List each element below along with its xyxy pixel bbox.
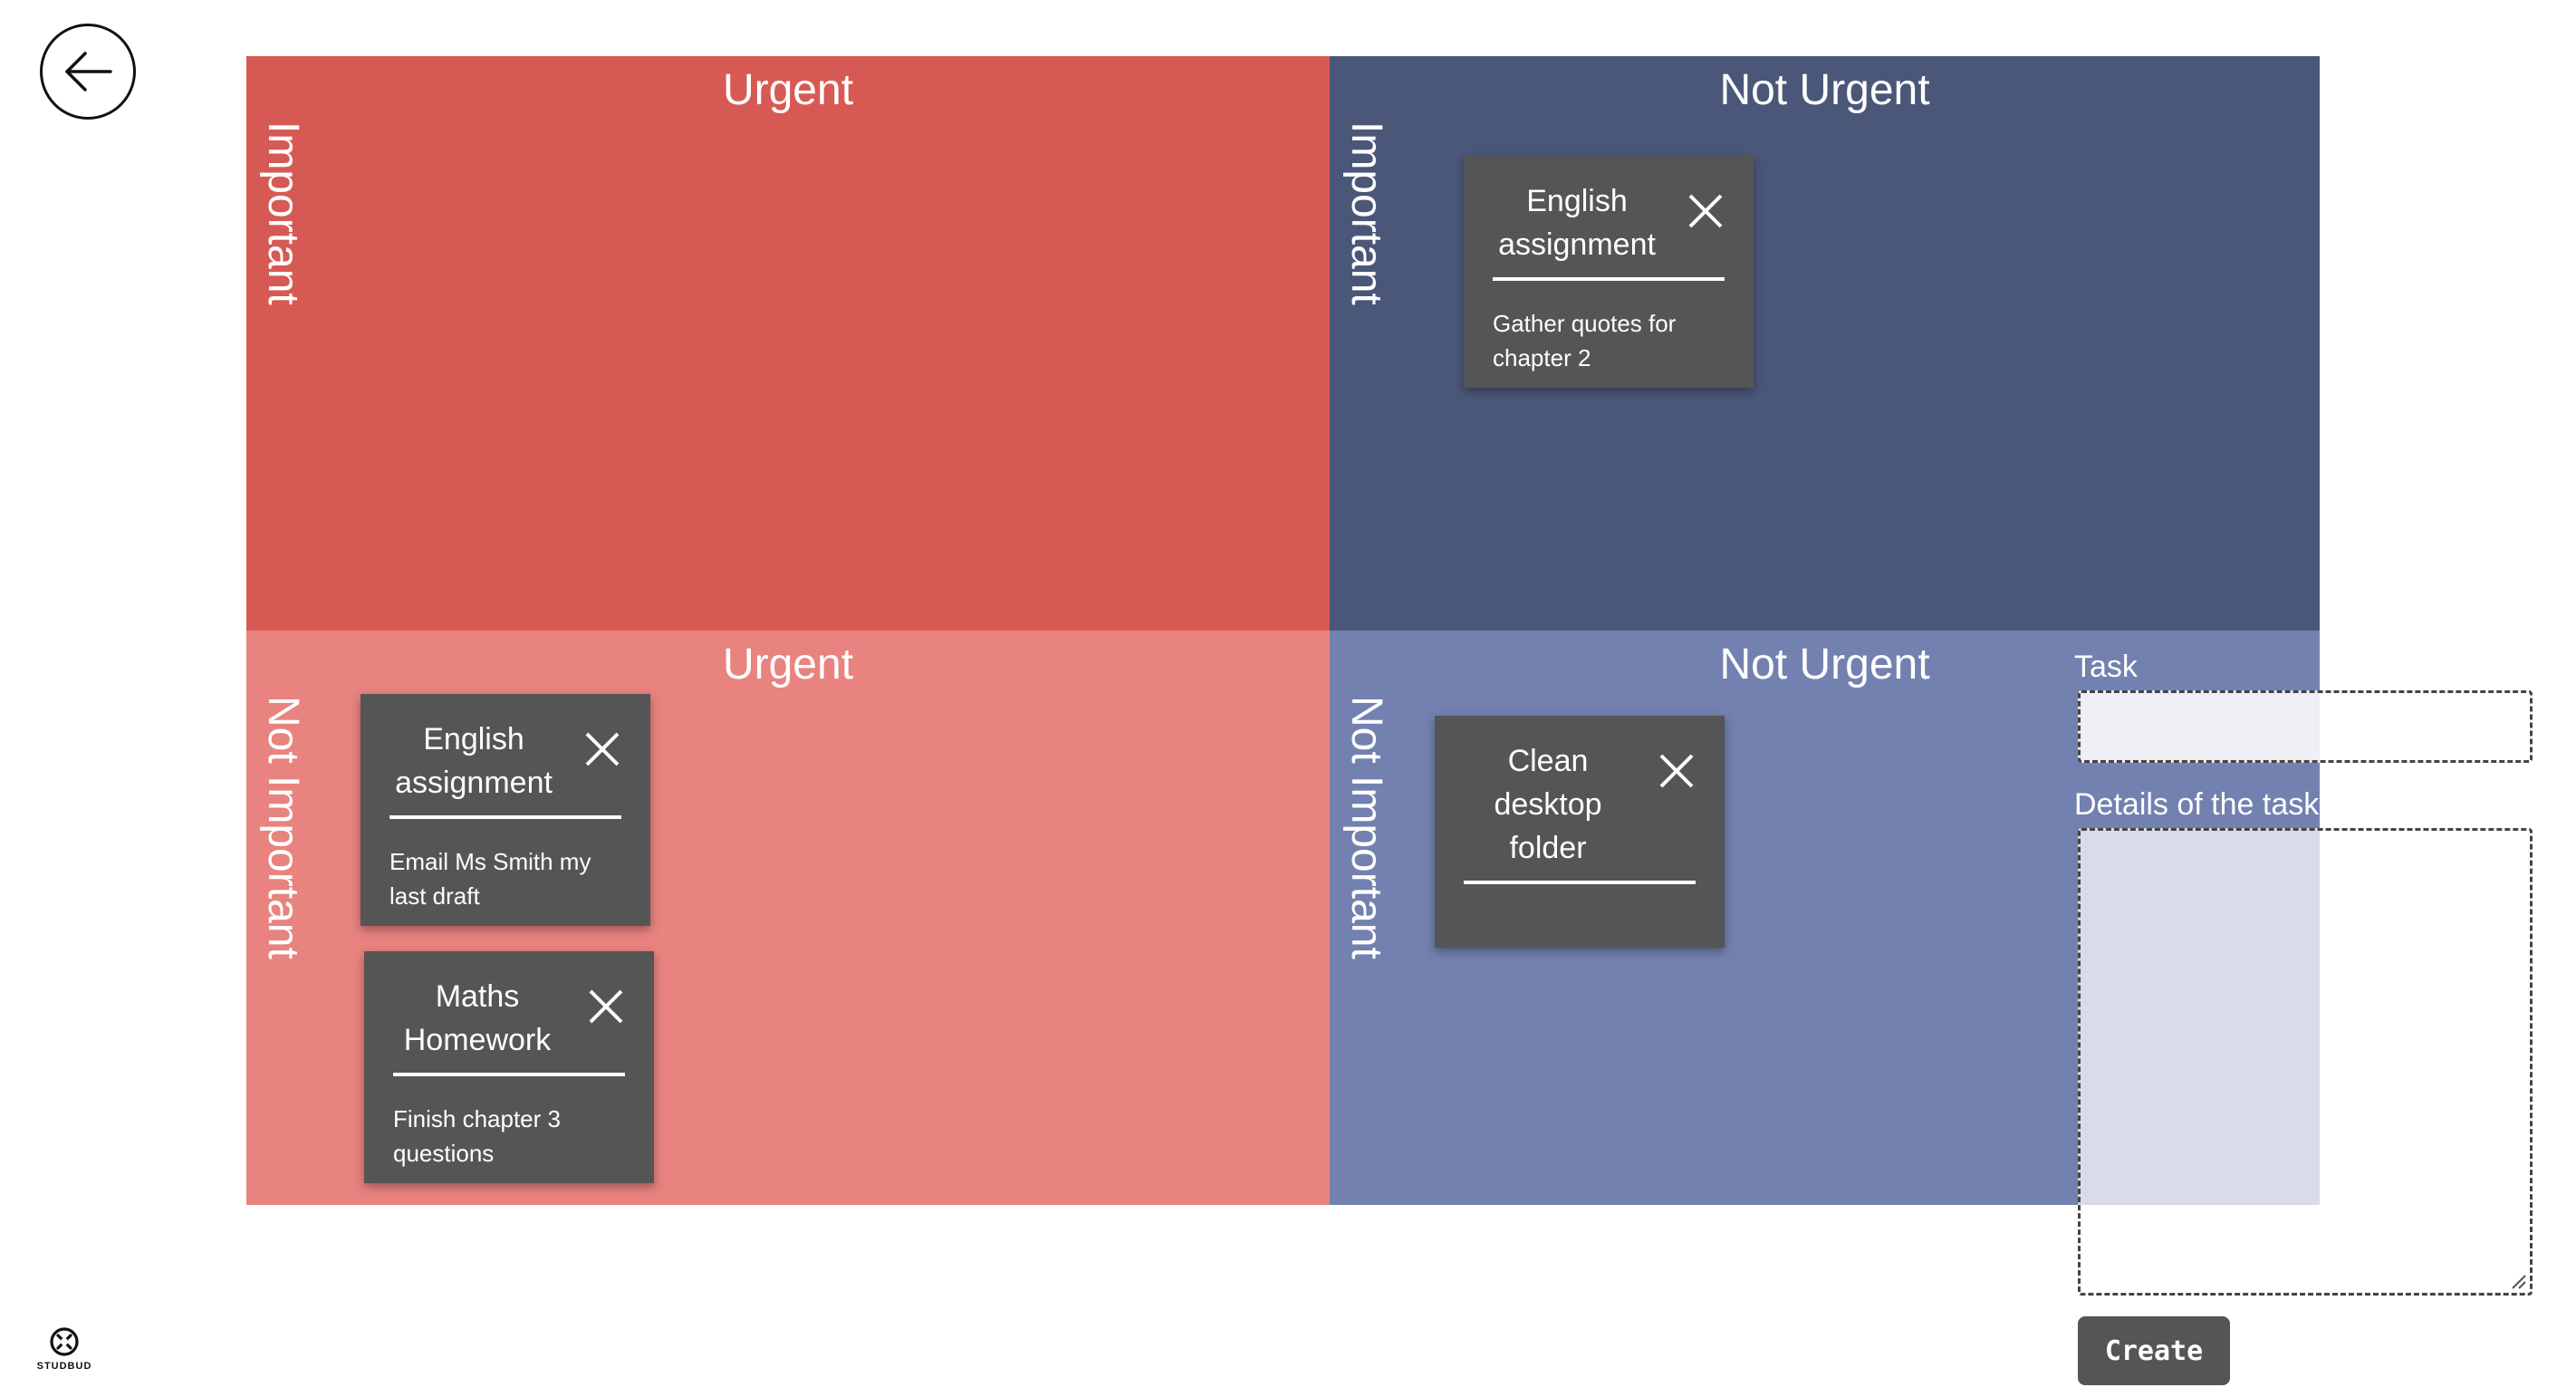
- task-card[interactable]: Clean desktop folder: [1435, 716, 1725, 948]
- quadrant-urgent-important[interactable]: Urgent Important: [246, 56, 1330, 631]
- task-details: Gather quotes for chapter 2: [1493, 310, 1677, 371]
- task-input[interactable]: [2078, 690, 2533, 763]
- task-card[interactable]: Maths Homework Finish chapter 3 question…: [364, 951, 654, 1183]
- row-label-not-important: Not Important: [259, 696, 307, 959]
- close-icon[interactable]: [1658, 752, 1696, 790]
- close-icon[interactable]: [1687, 192, 1725, 230]
- studbud-logo: STUDBUD: [34, 1325, 94, 1372]
- task-card-header: English assignment: [1493, 176, 1725, 281]
- close-icon[interactable]: [587, 988, 625, 1026]
- resize-handle-icon[interactable]: [2509, 1272, 2527, 1290]
- task-card-header: Clean desktop folder: [1464, 736, 1696, 884]
- task-label: Task: [2074, 650, 2138, 684]
- row-label-not-important: Not Important: [1342, 696, 1390, 959]
- create-button[interactable]: Create: [2078, 1316, 2230, 1385]
- quadrant-urgent-not-important[interactable]: Urgent Not Important English assignment …: [246, 631, 1330, 1205]
- row-label-important: Important: [1342, 121, 1390, 305]
- task-title: Maths Homework: [403, 979, 552, 1057]
- details-label: Details of the task: [2074, 787, 2320, 822]
- column-label-urgent: Urgent: [722, 66, 854, 114]
- column-label-not-urgent: Not Urgent: [1719, 66, 1930, 114]
- arrow-left-icon: [65, 52, 112, 92]
- back-button[interactable]: [40, 24, 136, 120]
- task-title: English assignment: [395, 722, 553, 800]
- column-label-urgent: Urgent: [722, 641, 854, 689]
- studbud-logo-icon: [50, 1327, 79, 1356]
- task-title: English assignment: [1498, 184, 1656, 262]
- logo-text: STUDBUD: [36, 1361, 92, 1372]
- task-details: Email Ms Smith my last draft: [389, 848, 591, 910]
- task-card-header: Maths Homework: [393, 971, 625, 1076]
- details-textarea[interactable]: [2078, 828, 2533, 1296]
- task-card[interactable]: English assignment Gather quotes for cha…: [1464, 156, 1754, 388]
- close-icon[interactable]: [583, 730, 621, 768]
- task-card-header: English assignment: [389, 714, 621, 819]
- quadrant-not-urgent-important[interactable]: Not Urgent Important English assignment …: [1330, 56, 2320, 631]
- column-label-not-urgent: Not Urgent: [1719, 641, 1930, 689]
- task-title: Clean desktop folder: [1494, 744, 1602, 865]
- row-label-important: Important: [259, 121, 307, 305]
- task-card[interactable]: English assignment Email Ms Smith my las…: [360, 694, 650, 926]
- task-details: Finish chapter 3 questions: [393, 1105, 561, 1167]
